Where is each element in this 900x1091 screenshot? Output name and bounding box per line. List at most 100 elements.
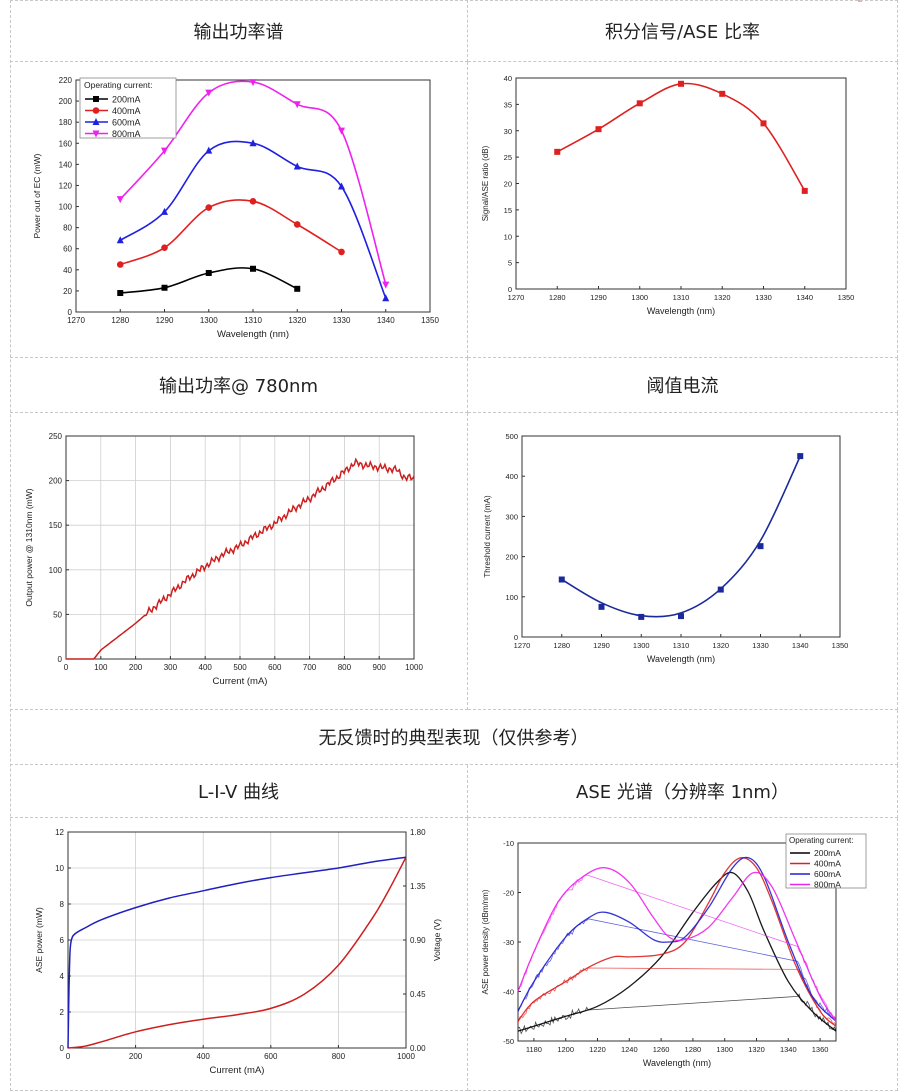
- data-point-600mA: [293, 162, 301, 170]
- x-tick-label: 0: [66, 1052, 71, 1061]
- header-threshold-current: 阈值电流: [468, 358, 898, 413]
- x-tick-label: 700: [303, 663, 317, 672]
- x-tick-label: 1320: [288, 316, 306, 325]
- x-tick-label: 1300: [716, 1045, 733, 1054]
- data-point: [797, 453, 804, 460]
- series-line-800mA: [517, 867, 837, 1022]
- x-tick-label: 600: [264, 1052, 278, 1061]
- header-output-power: 输出功率@ 780nm: [10, 358, 468, 413]
- data-point: [678, 80, 684, 87]
- y-axis-label: Threshold current (mA): [483, 495, 492, 578]
- data-point-400mA: [161, 244, 168, 251]
- series-line-left: [67, 856, 407, 1049]
- y-tick-label: 4: [60, 972, 65, 981]
- series-noise-200mA: [517, 993, 837, 1035]
- x-tick-label: 800: [338, 663, 352, 672]
- y-tick-label: 200: [49, 477, 63, 486]
- series-line: [66, 457, 415, 660]
- data-point: [636, 100, 643, 107]
- header-signal-ase-ratio: 积分信号/ASE 比率: [468, 0, 898, 62]
- data-point-400mA: [293, 221, 301, 228]
- data-point-800mA: [338, 127, 345, 135]
- y-tick-label: 35: [504, 100, 512, 109]
- x-tick-label: 1000: [397, 1052, 415, 1061]
- x-tick-label: 1270: [508, 293, 525, 302]
- x-tick-label: 200: [129, 663, 143, 672]
- series-line-400mA: [120, 199, 342, 266]
- data-point: [554, 148, 561, 155]
- corner-mark: [858, 0, 862, 2]
- y-tick-label: 0: [60, 1044, 65, 1053]
- y-tick-label: 80: [63, 224, 72, 233]
- x-tick-label: 100: [94, 663, 108, 672]
- y-tick-label: 10: [55, 864, 64, 873]
- series-noise-400mA: [517, 967, 837, 1026]
- y-tick-label: 40: [504, 74, 512, 83]
- x-tick-label: 1280: [685, 1045, 702, 1054]
- y-tick-label: 100: [49, 566, 63, 575]
- data-point-800mA: [293, 101, 301, 109]
- x-tick-label: 1330: [333, 316, 351, 325]
- x-tick-label: 1350: [832, 641, 849, 650]
- panel-signal-ase-ratio: [468, 62, 898, 358]
- y-tick-label: 100: [505, 593, 518, 602]
- data-point-400mA: [116, 261, 124, 268]
- data-point-200mA: [205, 269, 212, 276]
- data-point: [678, 613, 684, 620]
- x-axis-label: Wavelength (nm): [217, 329, 289, 340]
- x-tick-label: 1300: [631, 293, 648, 302]
- x-tick-label: 1180: [526, 1045, 542, 1054]
- x-axis-label: Current (mA): [210, 1065, 265, 1076]
- x-tick-label: 800: [332, 1052, 346, 1061]
- y-axis-label: ASE power (mW): [34, 907, 44, 973]
- x-tick-label: 1340: [780, 1045, 797, 1054]
- legend-marker-600mA: [92, 118, 100, 125]
- y-tick-label: 0: [68, 308, 73, 317]
- x-tick-label: 1280: [111, 316, 129, 325]
- chart-output-power: 0 100 200 300 400 500 600 700 800 900 1000 0 50 100 15…: [24, 432, 423, 687]
- series-line-right: [67, 856, 407, 1049]
- chart-liv-curve: 0 200 400 600 800 1000 0 2 4 6 8 10 12 Current (mA) AS…: [34, 828, 442, 1076]
- y-axis-label: Power out of EC (mW): [32, 153, 42, 238]
- y-tick-label: 200: [505, 553, 518, 562]
- y-tick-label: 250: [49, 432, 63, 441]
- data-point: [757, 543, 764, 550]
- data-point-200mA: [161, 284, 168, 291]
- legend-box: [785, 833, 867, 889]
- x-tick-label: 1310: [673, 293, 690, 302]
- data-point-800mA: [249, 79, 257, 87]
- legend-label-400mA: 400mA: [814, 859, 841, 869]
- y-axis-label: Output power @ 1310nm (mW): [24, 488, 34, 606]
- y-tick-label: 200: [59, 97, 73, 106]
- y-right-tick-label: 1.80: [410, 828, 426, 837]
- data-point-400mA: [205, 204, 213, 211]
- data-point: [760, 120, 767, 127]
- x-tick-label: 600: [268, 663, 282, 672]
- plot-frame: [515, 77, 847, 290]
- series-line: [556, 82, 806, 192]
- y-tick-label: 300: [505, 512, 518, 521]
- legend-label-600mA: 600mA: [814, 869, 841, 879]
- y-tick-label: 25: [504, 153, 512, 162]
- x-tick-label: 900: [373, 663, 387, 672]
- x-tick-label: 1300: [633, 641, 650, 650]
- y-tick-label: 10: [504, 232, 512, 241]
- x-tick-label: 1220: [589, 1045, 606, 1054]
- data-point-600mA: [249, 139, 257, 147]
- y-tick-label: 0: [514, 633, 518, 642]
- x-tick-label: 1200: [557, 1045, 574, 1054]
- y-tick-label: 0: [58, 655, 63, 664]
- y-right-tick-label: 0.90: [410, 936, 426, 945]
- data-point-400mA: [338, 248, 345, 256]
- y-tick-label: 50: [53, 610, 62, 619]
- legend-title: Operating current:: [789, 836, 853, 845]
- x-axis-label: Wavelength (nm): [647, 654, 715, 664]
- data-point-200mA: [117, 290, 124, 297]
- x-tick-label: 1320: [712, 641, 729, 650]
- header-ase-spectrum: ASE 光谱（分辨率 1nm）: [468, 765, 898, 818]
- chart-signal-ase-ratio: 1270 1280 1290 1300 1310 1320 1330 1340 1350 0 5 10…: [481, 74, 854, 316]
- y-tick-label: 220: [59, 76, 73, 85]
- data-point-600mA: [338, 182, 345, 190]
- y-tick-label: 400: [505, 472, 518, 481]
- y-tick-label: 12: [55, 828, 64, 837]
